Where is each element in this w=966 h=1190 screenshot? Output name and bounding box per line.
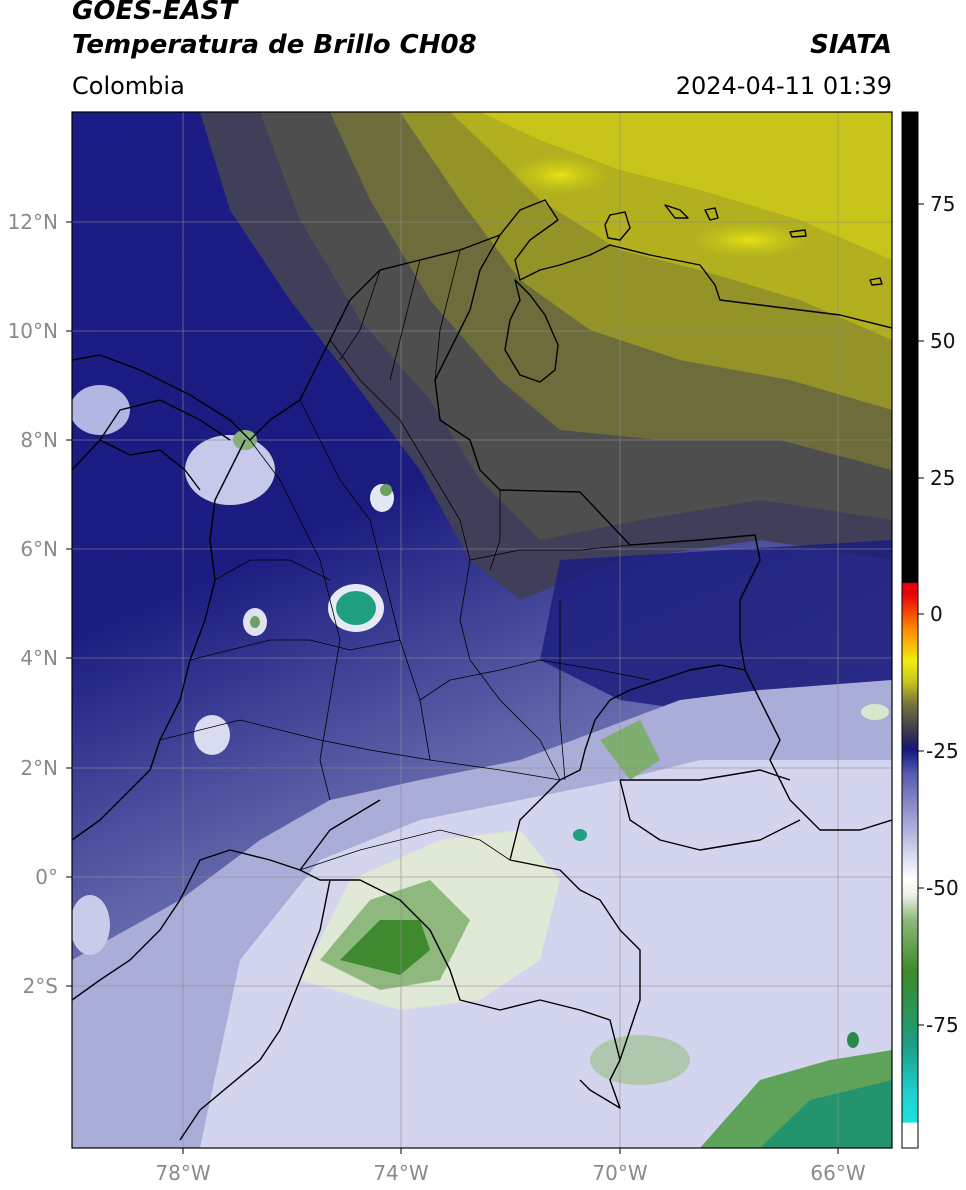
colorbar-tick-label: -75 <box>926 1013 959 1037</box>
region-label: Colombia <box>72 72 185 100</box>
lat-tick-label: 8°N <box>20 428 58 452</box>
colorbar-tick-label: -25 <box>926 739 959 763</box>
datetime-label: 2024-04-11 01:39 <box>675 72 892 100</box>
department-borders <box>159 249 651 871</box>
lat-tick-label: 0° <box>35 865 58 889</box>
map-frame <box>71 111 893 1149</box>
lon-tick-label: 78°W <box>155 1161 210 1185</box>
colorbar: 75 50 25 0 -25 -50 -75 <box>901 111 959 1149</box>
brightness-temperature-field <box>72 112 892 1148</box>
colorbar-tick-label: -50 <box>926 876 959 900</box>
organization-label: SIATA <box>810 30 892 60</box>
lat-tick-label: 12°N <box>8 210 58 234</box>
colorbar-tick-label: 50 <box>930 329 955 353</box>
lon-tick-label: 70°W <box>592 1161 647 1185</box>
colorbar-tick-label: 75 <box>930 192 955 216</box>
country-borders <box>72 199 892 1141</box>
title-product: Temperatura de Brillo CH08 <box>72 30 477 60</box>
colorbar-tick-label: 0 <box>930 602 943 626</box>
lat-tick-label: 4°N <box>20 646 58 670</box>
lat-tick-label: 2°S <box>23 974 58 998</box>
lat-tick-label: 10°N <box>8 319 58 343</box>
lon-tick-label: 74°W <box>373 1161 428 1185</box>
lon-tick-label: 66°W <box>810 1161 865 1185</box>
lat-tick-label: 2°N <box>20 756 58 780</box>
colorbar-tick-label: 25 <box>930 466 955 490</box>
graticule <box>72 112 892 1148</box>
title-satellite: GOES-EAST <box>72 0 238 26</box>
lat-tick-label: 6°N <box>20 537 58 561</box>
